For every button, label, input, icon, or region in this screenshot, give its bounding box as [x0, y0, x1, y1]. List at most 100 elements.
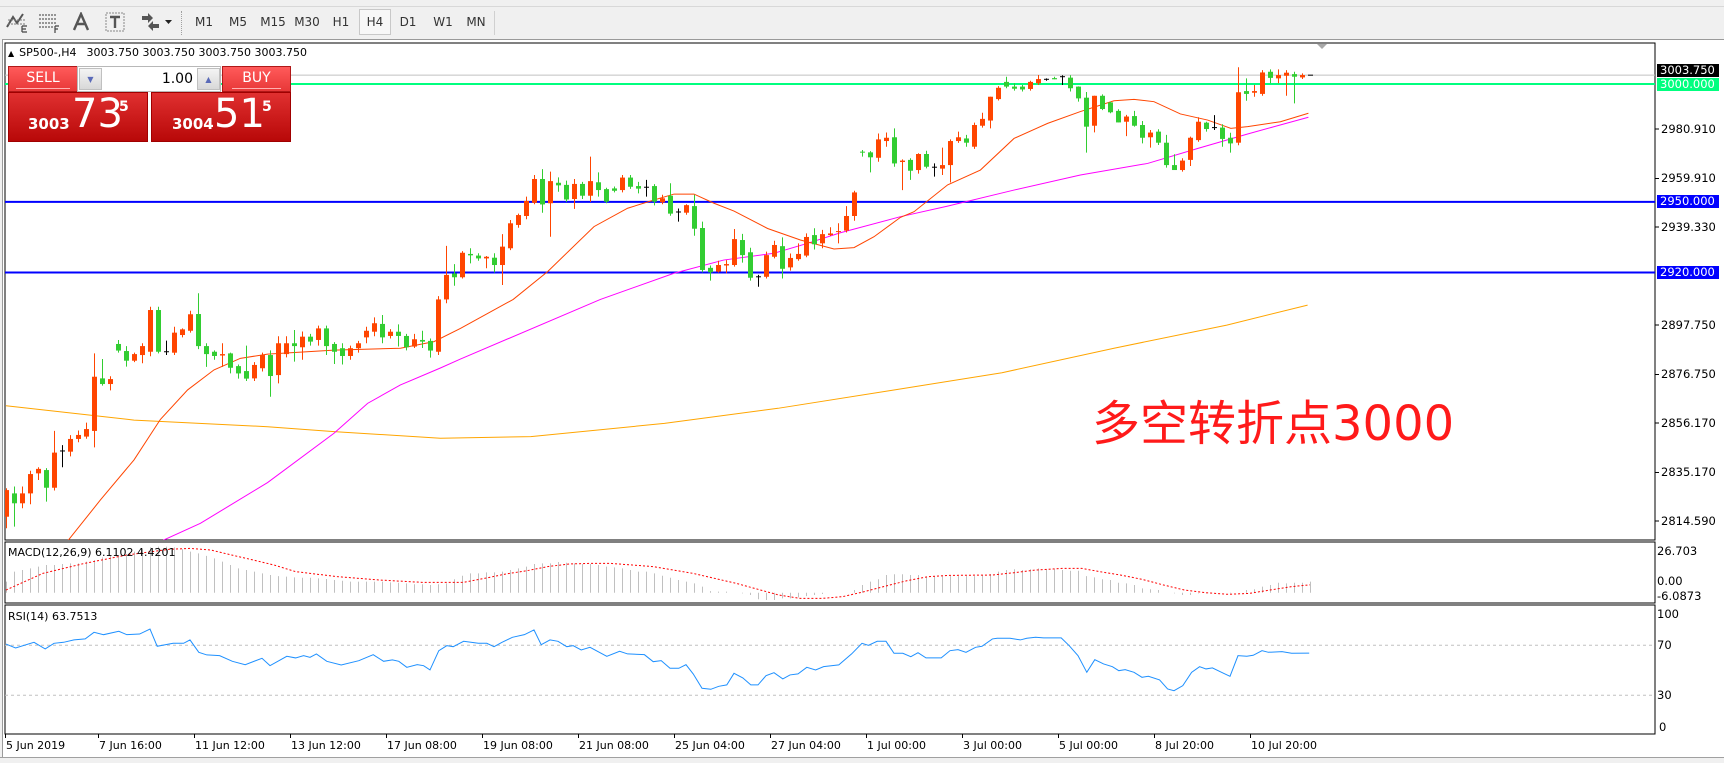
bid-price-label: 3003.750: [1657, 64, 1719, 77]
candle-body: [940, 165, 945, 169]
candle-body: [1108, 102, 1113, 113]
candle-body: [964, 138, 969, 143]
candle-body: [780, 246, 785, 269]
sell-price-prefix: 3003: [28, 115, 70, 133]
timeframe-m30[interactable]: M30: [294, 15, 320, 29]
ohlc-values: 3003.750 3003.750 3003.750 3003.750: [86, 46, 307, 59]
macd-axis-min: -6.0873: [1657, 589, 1702, 603]
candle: [1044, 78, 1049, 81]
sell-price-button[interactable]: 3003 73 5: [8, 91, 148, 142]
candle: [636, 181, 641, 194]
price-tick-label: 2876.750: [1661, 367, 1716, 382]
candle: [796, 243, 801, 261]
candle: [684, 204, 689, 215]
candle: [1220, 124, 1225, 147]
sell-button[interactable]: SELL: [8, 66, 78, 92]
price-tick-label: 2980.910: [1661, 122, 1716, 136]
candle: [532, 174, 537, 205]
arrows-dropdown-icon[interactable]: [138, 10, 176, 34]
lot-increase-button[interactable]: ▲: [197, 68, 220, 90]
candle-body: [1140, 125, 1145, 138]
buy-label: BUY: [232, 70, 281, 89]
time-tick-label: 17 Jun 08:00: [387, 739, 457, 752]
rsi-axis-100: 100: [1657, 607, 1679, 621]
candle: [332, 342, 337, 364]
buy-button[interactable]: BUY: [222, 66, 291, 92]
candle: [988, 96, 993, 129]
candle: [860, 149, 865, 157]
candle-body: [716, 265, 721, 272]
candle: [460, 251, 465, 279]
timeframe-h4[interactable]: H4: [359, 9, 391, 35]
collapse-triangle-icon[interactable]: ▲: [8, 49, 15, 58]
candle: [508, 219, 513, 251]
candle: [324, 325, 329, 356]
macd-plot: [5, 546, 1311, 601]
candle: [404, 333, 409, 351]
candle: [660, 194, 665, 205]
main-chart-frame: [4, 42, 1656, 541]
candle-body: [484, 256, 489, 259]
candle: [124, 346, 129, 367]
rsi-label: RSI(14) 63.7513: [8, 610, 98, 623]
candle-body: [1156, 131, 1161, 143]
candle-body: [244, 371, 249, 379]
lot-size-input[interactable]: [104, 68, 196, 90]
timeframe-d1[interactable]: D1: [399, 15, 417, 29]
candle: [5, 488, 9, 529]
timeframe-w1[interactable]: W1: [433, 15, 453, 29]
chart-shift-marker-icon[interactable]: [1317, 44, 1327, 49]
lot-decrease-button[interactable]: ▼: [79, 68, 102, 90]
candle: [612, 186, 617, 193]
candle-body: [948, 141, 953, 166]
candle: [740, 233, 745, 263]
timeframe-m15[interactable]: M15: [260, 15, 286, 29]
timeframe-m5[interactable]: M5: [229, 15, 247, 29]
candle: [996, 86, 1001, 101]
candle: [756, 274, 761, 287]
candle-body: [1244, 91, 1249, 94]
fibonacci-icon[interactable]: [36, 10, 62, 34]
buy-price-pips: 51: [214, 91, 265, 137]
candle: [884, 132, 889, 147]
candle: [172, 326, 177, 356]
chart-tabs-bar: [0, 757, 1724, 763]
timeframe-m1[interactable]: M1: [195, 15, 213, 29]
level-label-2950: 2950.000: [1657, 195, 1719, 209]
text-icon[interactable]: [68, 10, 94, 34]
candle: [924, 150, 929, 169]
candle-body: [876, 139, 881, 158]
candle-body: [1172, 165, 1177, 171]
candle: [12, 486, 17, 527]
candle-body: [124, 351, 129, 361]
candle-body: [740, 240, 745, 256]
buy-panel: BUY 3004 51 5: [151, 66, 291, 142]
candle-body: [628, 177, 633, 187]
candle: [772, 240, 777, 259]
candle: [1292, 71, 1297, 104]
candle-body: [1100, 95, 1105, 109]
candle: [292, 330, 297, 362]
candle: [732, 228, 737, 267]
candle-body: [1036, 79, 1041, 84]
text-label-icon[interactable]: [102, 10, 128, 34]
candle: [1012, 83, 1017, 91]
timeframe-h1[interactable]: H1: [332, 15, 350, 29]
candle: [180, 328, 185, 338]
time-tick-label: 8 Jul 20:00: [1155, 739, 1214, 752]
chart-title: ▲ SP500-,H4 3003.750 3003.750 3003.750 300…: [8, 46, 307, 59]
candle: [356, 340, 361, 353]
chart-annotation-text[interactable]: 多空转折点3000: [1092, 396, 1455, 452]
candle: [708, 265, 713, 281]
buy-price-button[interactable]: 3004 51 5: [151, 91, 291, 142]
timeframe-mn[interactable]: MN: [466, 15, 486, 29]
candle: [148, 306, 153, 357]
candle-body: [1004, 81, 1009, 87]
chart-window[interactable]: [2, 39, 1724, 760]
candle: [436, 296, 441, 356]
candle-body: [548, 181, 553, 204]
candle-body: [972, 125, 977, 147]
candle: [940, 147, 945, 175]
candle: [1028, 80, 1033, 91]
elliott-wave-icon[interactable]: [4, 10, 30, 34]
